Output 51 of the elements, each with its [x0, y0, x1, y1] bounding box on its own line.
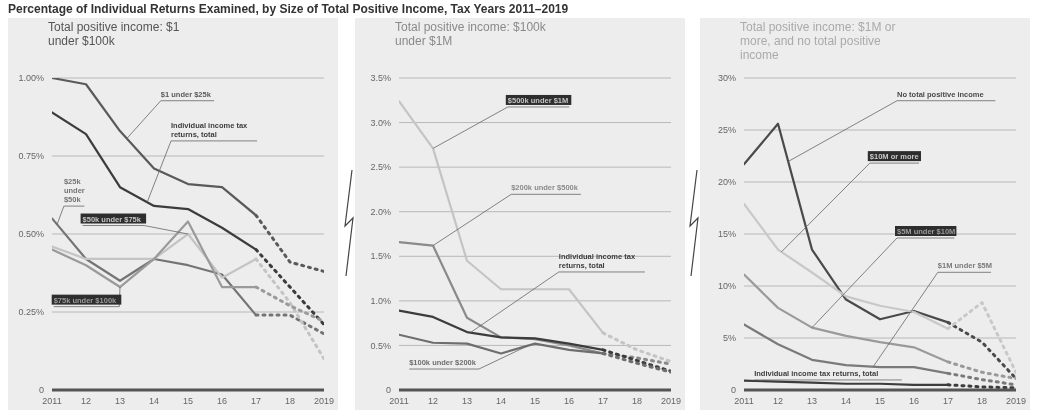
x-tick-label: 2019: [313, 396, 335, 407]
y-tick-label: 2.0%: [370, 206, 391, 217]
x-tick-label: 18: [631, 396, 643, 407]
y-tick-label: 3.0%: [370, 117, 391, 128]
y-tick-label: 15%: [717, 229, 736, 240]
x-tick-label: 13: [461, 396, 473, 407]
y-tick-label: 10%: [717, 281, 736, 292]
x-tick-label: 2019: [660, 396, 682, 407]
y-tick-label: 1.00%: [18, 73, 44, 84]
y-tick-label: 5%: [722, 333, 736, 344]
y-tick-label: 1.0%: [370, 296, 391, 307]
x-tick-label: 15: [874, 396, 886, 407]
x-tick-label: 18: [284, 396, 296, 407]
x-tick-label: 12: [80, 396, 92, 407]
x-tick-label: 12: [427, 396, 439, 407]
y-tick-label: 30%: [717, 73, 736, 84]
y-tick-label: 0.5%: [370, 340, 391, 351]
x-tick-label: 17: [250, 396, 262, 407]
x-tick-label: 14: [840, 396, 852, 407]
y-tick-label: 0.25%: [18, 307, 44, 318]
y-tick-label: 25%: [717, 125, 736, 136]
text: Percentage of Individual Returns Examined, by Size of Total Positive Income, Tax Years 2011–2019: [8, 2, 569, 16]
chart-title: Total positive income: $1 under $100k: [48, 20, 181, 48]
x-tick-label: 15: [182, 396, 194, 407]
y-tick-label: 3.5%: [370, 73, 391, 84]
x-tick-label: 15: [529, 396, 541, 407]
x-tick-label: 13: [114, 396, 126, 407]
x-tick-label: 16: [908, 396, 920, 407]
chart-title: Total positive income: $1M or more, and no total positive income: [740, 20, 897, 62]
y-tick-label: 0.75%: [18, 151, 44, 162]
y-tick-label: 1.5%: [370, 251, 391, 262]
x-tick-label: 2011: [42, 396, 62, 407]
x-tick-label: 17: [942, 396, 954, 407]
x-tick-label: 2019: [1005, 396, 1027, 407]
y-tick-label: 20%: [717, 177, 736, 188]
x-tick-label: 2011: [734, 396, 754, 407]
y-tick-label: 0: [730, 385, 736, 396]
y-tick-label: 0: [38, 385, 44, 396]
x-tick-label: 18: [976, 396, 988, 407]
y-tick-label: 0.50%: [18, 229, 44, 240]
x-tick-label: 13: [806, 396, 818, 407]
y-tick-label: 0: [385, 385, 391, 396]
y-tick-label: 2.5%: [370, 162, 391, 173]
x-tick-label: 12: [772, 396, 784, 407]
x-tick-label: 2011: [389, 396, 409, 407]
x-tick-label: 16: [563, 396, 575, 407]
chart-title: Total positive income: $100k under $1M: [395, 20, 547, 48]
x-tick-label: 14: [495, 396, 507, 407]
x-tick-label: 14: [148, 396, 160, 407]
x-tick-label: 16: [216, 396, 228, 407]
x-tick-label: 17: [597, 396, 609, 407]
